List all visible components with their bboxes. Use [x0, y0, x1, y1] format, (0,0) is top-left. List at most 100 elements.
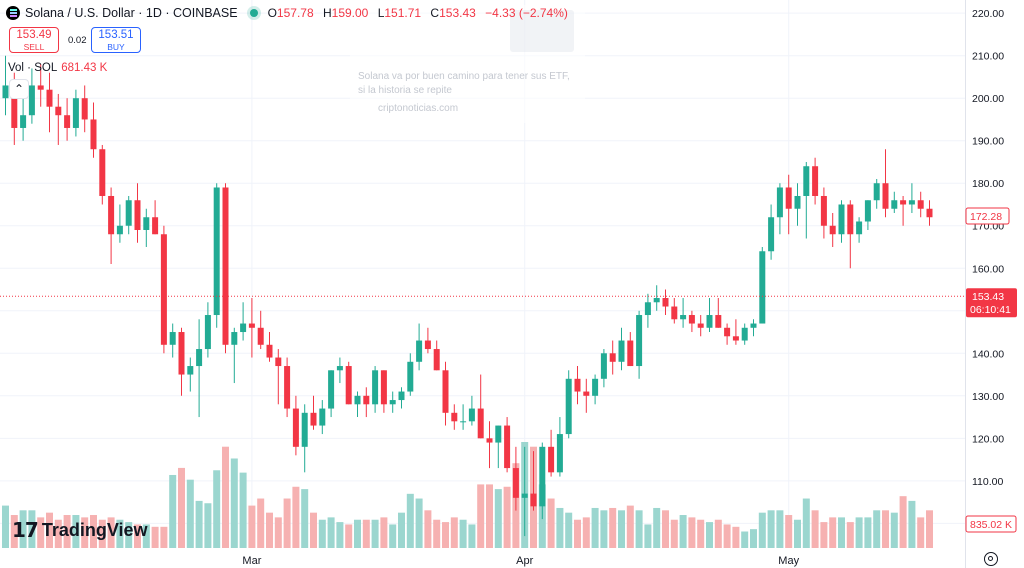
candle-body: [55, 106, 62, 116]
volume-bar: [582, 517, 590, 548]
price-tick-label: 160.00: [972, 263, 1004, 275]
volume-bar: [37, 517, 45, 548]
price-tick-label: 110.00: [972, 476, 1003, 488]
candle-body: [275, 357, 282, 367]
volume-bar: [266, 512, 273, 548]
candle-body: [143, 217, 150, 230]
volume-bar: [618, 510, 625, 548]
candle-body: [556, 434, 563, 473]
candle-body: [28, 85, 35, 116]
symbol-title[interactable]: Solana / U.S. Dollar · 1D · COINBASE: [25, 6, 238, 20]
buy-button[interactable]: 153.51 BUY: [91, 27, 141, 53]
close-value: 153.43: [439, 6, 476, 20]
candle-body: [319, 408, 326, 426]
candle-body: [504, 425, 511, 469]
volume-bar: [142, 524, 150, 548]
volume-bar: [503, 486, 511, 548]
market-status-icon[interactable]: [249, 9, 258, 17]
candle-body: [266, 344, 273, 358]
volume-bar: [697, 519, 705, 548]
volume-bar: [178, 467, 185, 548]
candle-body: [680, 315, 687, 320]
time-tick-label: Apr: [516, 555, 533, 567]
volume-bar: [450, 517, 458, 548]
candle-body: [72, 98, 79, 128]
price-tick-label: 210.00: [972, 51, 1004, 63]
volume-bar: [107, 517, 115, 548]
candle-body: [539, 446, 546, 507]
candle-body: [600, 353, 607, 379]
candle-body: [592, 378, 599, 396]
candle-body: [213, 187, 220, 316]
volume-bar: [151, 526, 159, 548]
candle-body: [512, 468, 519, 498]
volume-bar: [882, 510, 889, 548]
candle-body: [847, 204, 854, 235]
candle-body: [196, 349, 203, 367]
sell-button[interactable]: 153.49 SELL: [9, 27, 59, 53]
volume-bar: [380, 517, 388, 548]
candle-body: [46, 89, 53, 107]
volume-legend-value: 681.43 K: [61, 62, 108, 74]
volume-bar: [336, 522, 344, 548]
candle-body: [477, 408, 484, 439]
marker-price-label: 172.28: [970, 211, 1002, 223]
tradingview-mark: 17: [12, 518, 39, 542]
volume-bar: [442, 522, 449, 548]
time-tick-label: Mar: [242, 555, 261, 567]
volume-bar: [424, 510, 432, 548]
volume-bar: [301, 489, 309, 548]
time-axis[interactable]: Mar Apr May: [242, 555, 799, 567]
candle-body: [292, 408, 299, 447]
tradingview-logo[interactable]: 17 TradingView: [12, 518, 148, 542]
candle-body: [354, 395, 361, 405]
candle-body: [583, 391, 590, 396]
volume-bar: [846, 522, 854, 548]
current-price-tag: [966, 288, 1017, 318]
collapse-legend-button[interactable]: ⌃: [10, 80, 28, 98]
volume-bar: [125, 522, 133, 548]
candle-body: [636, 315, 643, 367]
price-tick-label: 180.00: [972, 178, 1004, 190]
volume-bar: [10, 515, 18, 548]
volume-bar: [908, 500, 916, 548]
volume-bar: [547, 498, 555, 548]
candle-body: [548, 446, 555, 473]
volume-bar: [160, 526, 168, 548]
candle-body: [741, 327, 748, 341]
candle-body: [20, 115, 27, 128]
volume-legend[interactable]: Vol · SOL 681.43 K: [8, 62, 107, 74]
candle-body: [873, 183, 880, 201]
overlay-headline: Solana va por buen camino para tener sus…: [358, 71, 570, 96]
volume-bar: [354, 519, 361, 548]
volume-bar: [134, 524, 141, 548]
candle-body: [653, 298, 660, 303]
candle-body: [900, 200, 907, 205]
volume-bar: [714, 519, 722, 548]
marker-price-tag: [965, 207, 1010, 225]
volume-bar: [670, 519, 678, 548]
volume-bar: [785, 515, 793, 548]
volume-bar: [556, 507, 564, 548]
volume-bar: [741, 531, 749, 548]
volume-bar: [327, 517, 335, 548]
volume-bar: [239, 472, 247, 548]
open-value: 157.78: [276, 6, 314, 20]
volume-bar: [90, 515, 97, 548]
candle-body: [521, 493, 528, 498]
volume-bar: [767, 510, 775, 548]
candle-body: [424, 340, 431, 350]
price-axis[interactable]: 220.00210.00200.00190.00180.00170.00160.…: [965, 0, 1024, 568]
volume-bar: [98, 519, 106, 548]
volume-bar: [63, 515, 71, 548]
volume-value-tag: [965, 515, 1017, 533]
volume-bar: [362, 519, 370, 548]
volume-bar: [653, 507, 661, 548]
candle-body: [671, 306, 678, 320]
candle-body: [820, 195, 827, 226]
settings-gear-icon[interactable]: [984, 552, 998, 566]
volume-bar: [794, 519, 801, 548]
buy-label: BUY: [107, 41, 125, 52]
candle-body: [812, 166, 819, 196]
